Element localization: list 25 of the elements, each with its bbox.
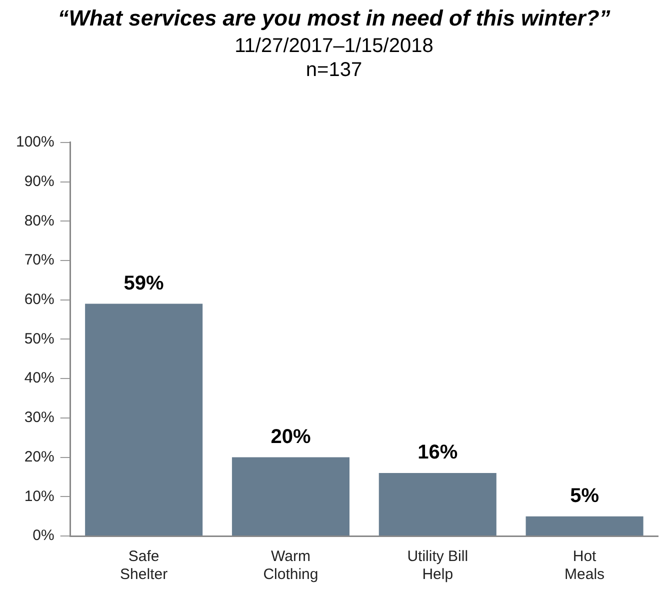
x-tick-label: Safe Shelter (120, 548, 168, 584)
y-tick-label: 40% (24, 370, 54, 387)
y-tick-label: 20% (24, 448, 54, 466)
y-tick-label: 80% (24, 212, 54, 230)
y-tick-label: 30% (24, 409, 54, 426)
data-label: 16% (418, 442, 458, 464)
bar (85, 304, 203, 536)
chart-subtitle: 11/27/2017–1/15/2018 n=137 (234, 34, 434, 81)
x-tick-label: Utility Bill Help (407, 548, 468, 584)
x-tick-label: Hot Meals (564, 548, 605, 584)
bar (232, 457, 350, 536)
y-tick-label: 0% (32, 527, 54, 544)
chart-title: “What services are you most in need of this winter?” (58, 5, 610, 30)
data-label: 59% (124, 272, 164, 294)
data-label: 5% (570, 484, 600, 507)
data-label: 20% (270, 426, 311, 448)
y-tick-label: 90% (24, 172, 54, 190)
y-tick-label: 100% (16, 134, 54, 151)
y-tick-label: 70% (24, 252, 54, 269)
y-tick-label: 10% (24, 488, 54, 505)
x-tick-label: Warm Clothing (263, 548, 318, 584)
bar (526, 516, 644, 536)
y-tick-label: 50% (24, 330, 54, 348)
y-tick-label: 60% (24, 290, 54, 308)
bar (378, 473, 496, 536)
